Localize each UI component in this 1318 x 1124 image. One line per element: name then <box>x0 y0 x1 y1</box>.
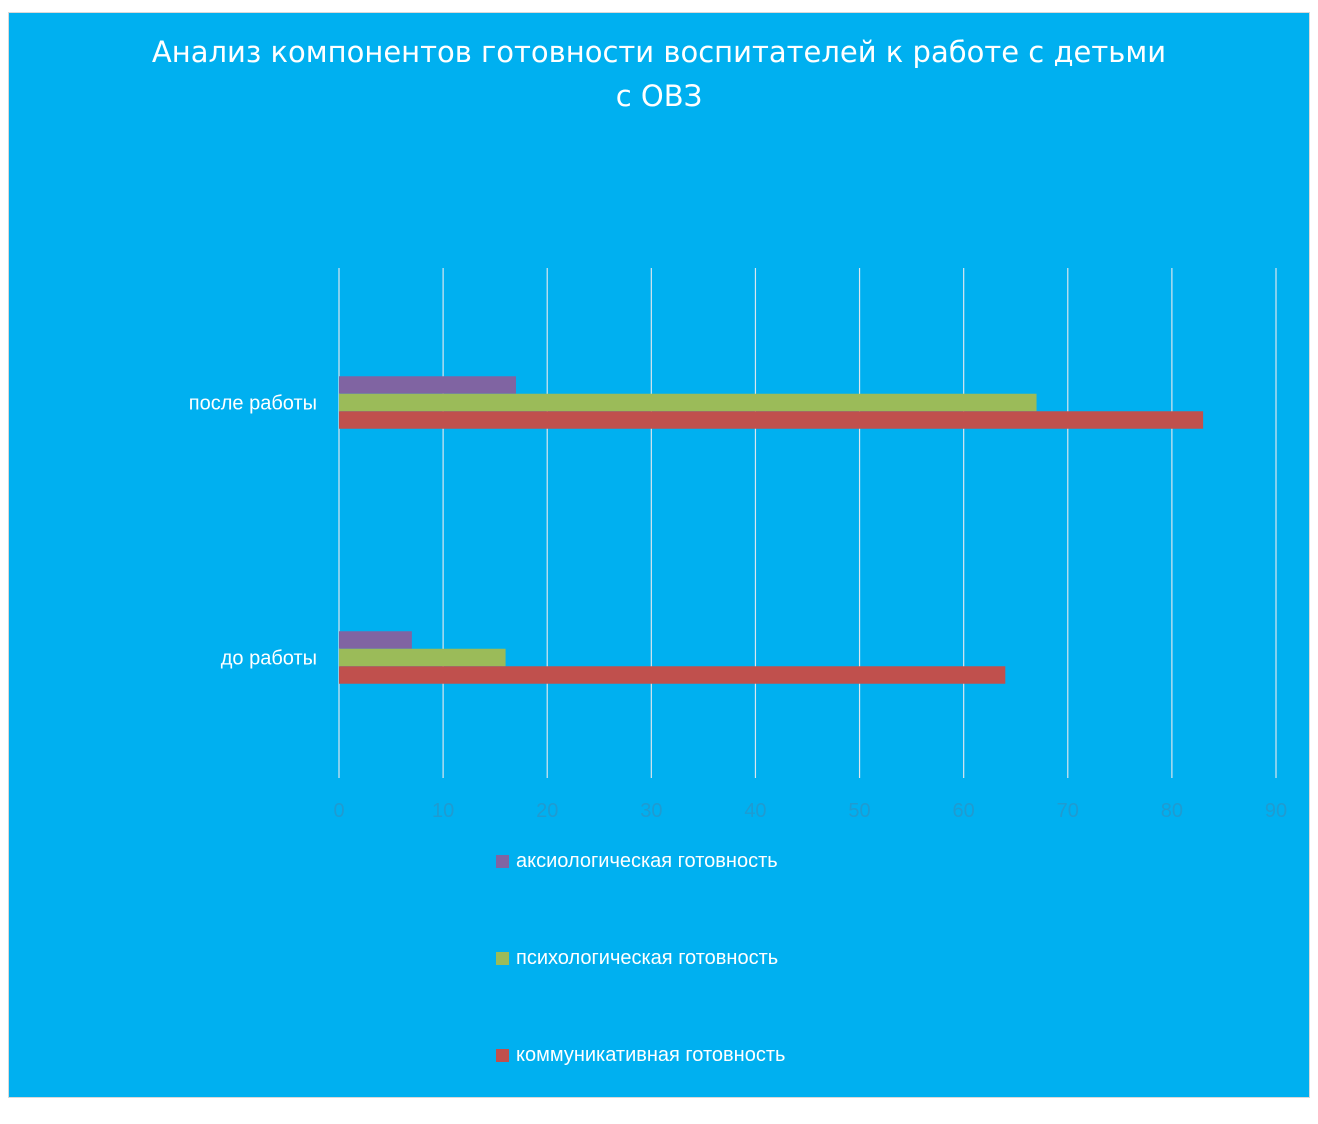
legend-label-axiological: аксиологическая готовность <box>516 850 778 872</box>
legend-swatch-axiological <box>496 855 509 868</box>
x-tick-label-80: 80 <box>1161 800 1183 822</box>
bar-before-1 <box>339 648 506 667</box>
x-tick-label-40: 40 <box>744 800 766 822</box>
legend-item-axiological: аксиологическая готовность <box>496 850 778 873</box>
x-tick-label-0: 0 <box>333 800 344 822</box>
category-label-after: после работы <box>189 393 317 415</box>
bar-after-2 <box>339 411 1204 429</box>
legend-item-communicative: коммуникативная готовность <box>496 1044 785 1067</box>
chart-area <box>8 12 1310 1098</box>
legend-swatch-communicative <box>496 1049 509 1062</box>
category-label-before: до работы <box>221 648 317 670</box>
x-tick-label-60: 60 <box>953 800 975 822</box>
bar-before-2 <box>339 666 1006 684</box>
x-tick-label-30: 30 <box>640 800 662 822</box>
bar-after-1 <box>339 393 1037 412</box>
x-tick-label-50: 50 <box>848 800 870 822</box>
legend-label-psychological: психологическая готовность <box>516 947 779 969</box>
chart-title-line-2: с ОВЗ <box>615 79 703 113</box>
x-tick-label-10: 10 <box>432 800 454 822</box>
x-tick-label-70: 70 <box>1057 800 1079 822</box>
legend-label-communicative: коммуникативная готовность <box>516 1044 786 1066</box>
legend-swatch-psychological <box>496 952 509 965</box>
x-tick-label-90: 90 <box>1265 800 1287 822</box>
x-tick-label-20: 20 <box>536 800 558 822</box>
bar-before-0 <box>339 631 412 649</box>
chart-title-line-1: Анализ компонентов готовности воспитател… <box>151 35 1167 69</box>
legend-item-psychological: психологическая готовность <box>496 947 778 970</box>
bar-after-0 <box>339 376 516 394</box>
chart-title: Анализ компонентов готовности воспитател… <box>0 30 1318 118</box>
